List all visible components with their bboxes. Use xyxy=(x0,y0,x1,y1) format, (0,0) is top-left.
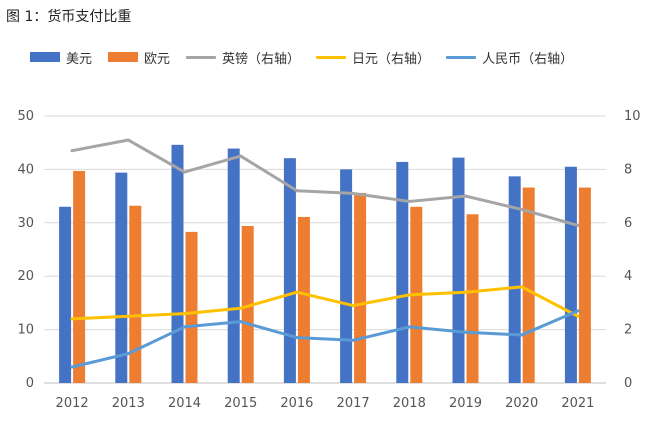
point-gbp xyxy=(351,191,355,195)
bar-eur xyxy=(354,192,367,383)
bar-eur xyxy=(297,216,310,383)
point-gbp xyxy=(126,138,130,142)
left-axis-tick-label: 30 xyxy=(17,216,34,231)
point-cny xyxy=(70,365,74,369)
legend-swatch-eur xyxy=(108,52,139,62)
right-axis-tick-label: 0 xyxy=(624,376,632,391)
point-jpy xyxy=(576,314,580,318)
chart-legend: 美元 欧元 英镑（右轴） 日元（右轴） 人民币（右轴） xyxy=(30,46,655,68)
point-gbp xyxy=(576,223,580,227)
bar-eur xyxy=(129,205,142,383)
x-axis-tick-label: 2017 xyxy=(337,396,370,411)
point-gbp xyxy=(295,189,299,193)
point-jpy xyxy=(295,290,299,294)
right-axis-tick-label: 2 xyxy=(624,323,632,338)
legend-item-gbp: 英镑（右轴） xyxy=(186,48,300,67)
bar-usd xyxy=(340,169,353,383)
point-jpy xyxy=(183,312,186,316)
bar-eur xyxy=(466,214,479,383)
bar-usd xyxy=(171,144,184,383)
bar-usd xyxy=(227,148,240,383)
x-axis-tick-label: 2018 xyxy=(393,396,426,411)
x-axis-tick-label: 2015 xyxy=(224,396,257,411)
series-line-cny xyxy=(70,309,580,369)
point-cny xyxy=(520,333,524,337)
legend-label-gbp: 英镑（右轴） xyxy=(222,51,301,67)
point-cny xyxy=(295,336,299,340)
x-axis-tick-label: 2014 xyxy=(168,396,201,411)
legend-item-jpy: 日元（右轴） xyxy=(316,48,430,67)
bar-usd xyxy=(59,206,72,383)
bar-usd xyxy=(452,157,465,383)
bar-usd xyxy=(396,161,409,383)
right-axis-tick-label: 6 xyxy=(624,216,632,231)
point-gbp xyxy=(239,154,243,158)
point-cny xyxy=(239,320,243,324)
point-jpy xyxy=(239,306,243,310)
bar-usd xyxy=(564,166,577,383)
right-axis-tick-label: 8 xyxy=(624,162,632,177)
point-cny xyxy=(351,338,355,342)
left-axis-tick-label: 0 xyxy=(26,376,34,391)
right-axis-tick-label: 10 xyxy=(624,109,641,124)
legend-item-eur: 欧元 xyxy=(108,48,170,67)
point-jpy xyxy=(464,290,467,294)
figure-title: 图 1：货币支付比重 xyxy=(6,9,132,25)
bar-eur xyxy=(185,231,198,383)
point-cny xyxy=(407,325,411,329)
point-jpy xyxy=(407,293,411,297)
bar-eur xyxy=(522,187,535,383)
legend-label-jpy: 日元（右轴） xyxy=(352,51,431,67)
left-axis-tick-label: 50 xyxy=(17,109,34,124)
right-axis-tick-label: 4 xyxy=(624,269,632,284)
legend-label-cny: 人民币（右轴） xyxy=(482,51,574,67)
x-axis-tick-label: 2013 xyxy=(112,396,145,411)
bar-usd xyxy=(115,172,128,383)
left-axis-tick-label: 10 xyxy=(17,323,34,338)
left-axis-tick-label: 40 xyxy=(17,162,34,177)
x-axis-tick-label: 2019 xyxy=(449,396,482,411)
legend-swatch-gbp xyxy=(186,55,217,59)
point-jpy xyxy=(351,304,355,308)
point-gbp xyxy=(70,149,74,153)
bar-eur xyxy=(241,226,254,383)
point-jpy xyxy=(520,285,524,289)
series-line-gbp xyxy=(70,138,580,227)
point-gbp xyxy=(407,199,411,203)
bar-usd xyxy=(508,176,521,383)
legend-label-eur: 欧元 xyxy=(144,51,171,67)
left-axis-tick-label: 20 xyxy=(17,269,34,284)
point-gbp xyxy=(464,194,467,198)
point-cny xyxy=(464,330,467,334)
legend-swatch-jpy xyxy=(316,55,347,59)
point-gbp xyxy=(183,170,186,174)
point-cny xyxy=(576,309,580,313)
point-jpy xyxy=(126,314,130,318)
bar-eur xyxy=(73,171,86,383)
legend-swatch-usd xyxy=(30,52,60,62)
bar-eur xyxy=(578,187,591,383)
bar-usd xyxy=(283,158,296,383)
point-jpy xyxy=(70,317,74,321)
x-axis-tick-label: 2012 xyxy=(56,396,89,411)
legend-swatch-cny xyxy=(446,55,477,59)
x-axis-tick-label: 2020 xyxy=(505,396,538,411)
legend-item-usd: 美元 xyxy=(30,48,92,67)
legend-label-usd: 美元 xyxy=(66,51,93,67)
series-line-jpy xyxy=(70,285,580,321)
point-cny xyxy=(183,325,186,329)
x-axis-tick-label: 2016 xyxy=(280,396,313,411)
point-gbp xyxy=(520,207,524,211)
x-axis-tick-label: 2021 xyxy=(561,396,594,411)
point-cny xyxy=(126,352,130,356)
legend-item-cny: 人民币（右轴） xyxy=(446,48,573,67)
